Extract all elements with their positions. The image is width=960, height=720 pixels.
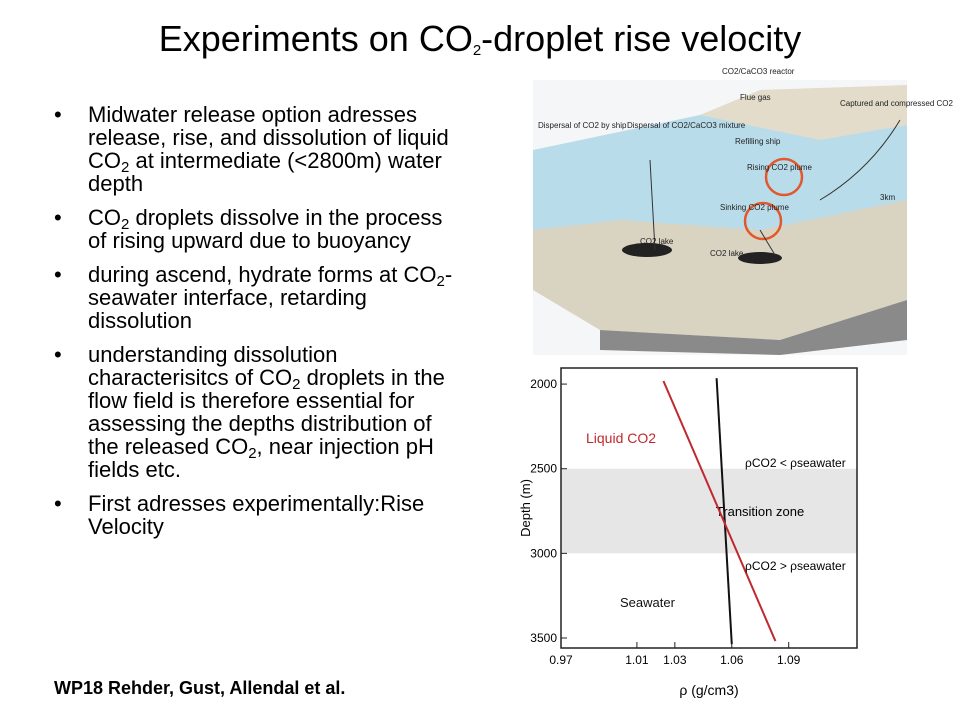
pipe	[649, 119, 901, 256]
x-tick-label: 1.03	[663, 653, 687, 667]
annotation: ρCO2 > ρseawater	[745, 559, 846, 573]
y-tick-label: 2500	[530, 462, 557, 476]
text-run: -seawater interface, retarding dissoluti…	[88, 262, 453, 333]
subscript: 2	[248, 445, 257, 462]
subscript: 2	[292, 376, 301, 393]
bullet: Midwater release option adresses release…	[54, 103, 454, 195]
bullet-list: Midwater release option adresses release…	[54, 103, 454, 549]
text-run: droplets in the flow field is therefore …	[88, 365, 445, 459]
y-tick-label: 2000	[530, 377, 557, 391]
series-line	[662, 380, 777, 642]
y-tick-label: 3000	[530, 546, 557, 560]
slide-title: Experiments on CO2-droplet rise velocity	[0, 18, 960, 60]
subscript: 2	[472, 42, 482, 59]
x-axis-label: ρ (g/cm3)	[679, 682, 738, 698]
bullet: understanding dissolution characterisitc…	[54, 343, 454, 481]
x-tick-label: 1.09	[777, 653, 801, 667]
band-label: Transition zone	[716, 504, 804, 519]
subscript: 2	[121, 159, 130, 176]
illustration-label: CO2 lake	[640, 237, 674, 246]
illustration-label: Dispersal of CO2/CaCO3 mixture	[627, 121, 746, 130]
illustration-label: Rising CO2 plume	[747, 163, 812, 172]
x-tick-label: 0.97	[549, 653, 573, 667]
series-line	[715, 378, 733, 645]
series-label: Liquid CO2	[586, 430, 656, 446]
text-run: CO	[88, 205, 121, 230]
lake	[738, 252, 782, 264]
layer	[600, 300, 907, 355]
series-label: Seawater	[620, 595, 676, 610]
x-tick-label: 1.01	[625, 653, 649, 667]
y-tick-label: 3500	[530, 631, 557, 645]
annotation: ρCO2 < ρseawater	[745, 456, 846, 470]
illustration-label: CO2 lake	[710, 249, 744, 258]
highlight	[764, 157, 804, 197]
illustration-label: CO2/CaCO3 reactor	[722, 67, 795, 76]
text-run: Midwater release option adresses release…	[88, 102, 449, 173]
lake	[622, 243, 672, 257]
text-run: First adresses experimentally:Rise Veloc…	[88, 491, 425, 539]
illustration-label: Refilling ship	[735, 137, 781, 146]
illustration-label: Flue gas	[740, 93, 771, 102]
coast	[700, 85, 907, 140]
y-axis-label: Depth (m)	[518, 479, 533, 537]
bullet: during ascend, hydrate forms at CO2-seaw…	[54, 263, 454, 332]
plot-frame	[560, 367, 858, 649]
transition-band	[561, 468, 857, 554]
text-run: , near injection pH fields etc.	[88, 434, 434, 482]
seafloor	[533, 200, 907, 340]
text-run: droplets dissolve in the process of risi…	[88, 205, 443, 253]
text-run: -droplet rise velocity	[481, 18, 802, 59]
subscript: 2	[436, 273, 445, 290]
illustration-label: Sinking CO2 plume	[720, 203, 789, 212]
text-run: at intermediate (<2800m) water depth	[88, 148, 442, 196]
text-run: understanding dissolution characterisitc…	[88, 342, 338, 390]
illustration-label: 3km	[880, 193, 895, 202]
text-run: Experiments on CO	[158, 18, 473, 59]
illustration-label: Captured and compressed CO2	[840, 99, 954, 108]
footer: WP18 Rehder, Gust, Allendal et al.	[54, 678, 346, 698]
subscript: 2	[121, 216, 130, 233]
bullet: First adresses experimentally:Rise Veloc…	[54, 492, 454, 538]
x-tick-label: 1.06	[720, 653, 744, 667]
bullet: CO2 droplets dissolve in the process of …	[54, 206, 454, 252]
text-run: during ascend, hydrate forms at CO	[88, 262, 437, 287]
highlight	[743, 201, 783, 241]
illustration	[533, 80, 907, 355]
illustration-label: Dispersal of CO2 by ship	[538, 121, 627, 130]
